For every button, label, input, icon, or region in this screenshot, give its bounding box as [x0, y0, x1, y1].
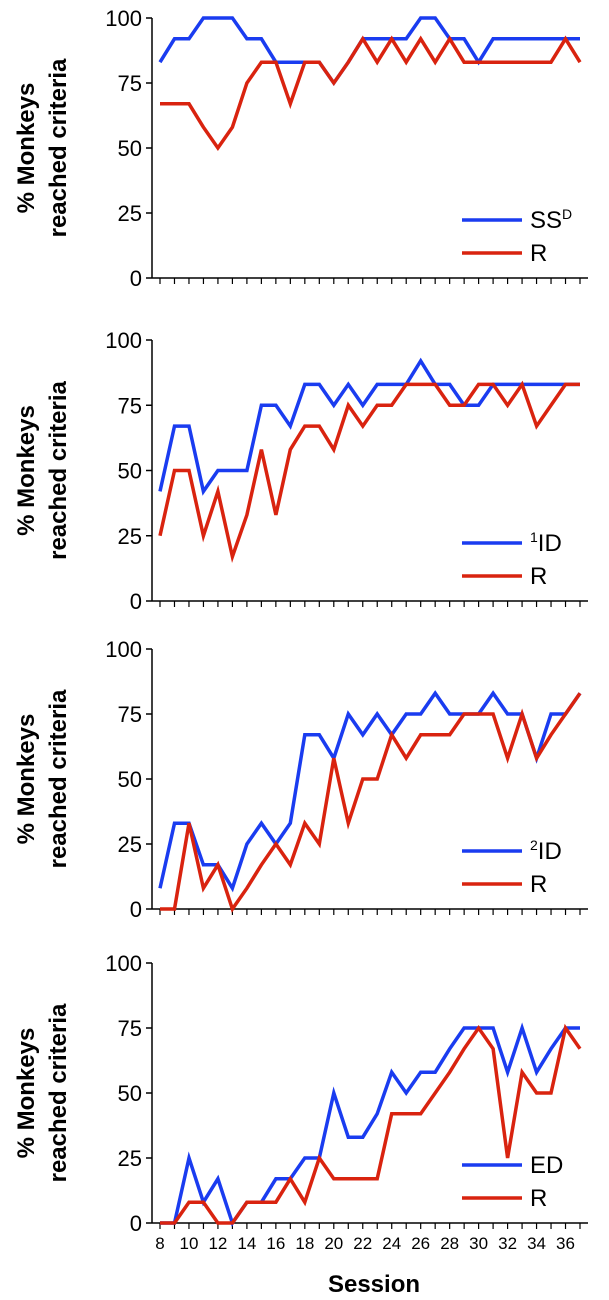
y-tick-label: 100: [105, 951, 142, 976]
legend-label-base: ID: [538, 530, 562, 557]
x-tick-label: 8: [155, 1234, 164, 1253]
legend-label-1: SSD: [530, 206, 572, 234]
x-tick-label: 10: [180, 1234, 199, 1253]
y-tick-label: 100: [105, 328, 142, 353]
y-tick-label: 25: [118, 524, 142, 549]
series-line-1: [158, 16, 580, 87]
y-axis-title-line2: reached criteria: [45, 380, 72, 559]
x-tick-label: 34: [527, 1234, 546, 1253]
y-axis-title-line1: % Monkeys: [13, 83, 40, 214]
legend-label-1: 1ID: [530, 529, 562, 557]
x-tick-label: 18: [295, 1234, 314, 1253]
y-axis-title-line2: reached criteria: [45, 1003, 72, 1182]
y-tick-label: 25: [118, 1146, 142, 1171]
legend-label-base: ID: [538, 838, 562, 865]
x-tick-label: 30: [469, 1234, 488, 1253]
x-tick-label: 20: [324, 1234, 343, 1253]
series-line-2: [160, 35, 582, 152]
y-tick-label: 0: [130, 1211, 142, 1236]
y-tick-label: 75: [118, 393, 142, 418]
x-tick-label: 22: [353, 1234, 372, 1253]
y-tick-label: 100: [105, 637, 142, 662]
series-line-1: [160, 1022, 580, 1227]
x-axis-title: Session: [328, 1271, 420, 1298]
legend-label-superscript: D: [562, 206, 572, 222]
y-axis-title-line1: % Monkeys: [13, 714, 40, 845]
y-tick-label: 75: [118, 702, 142, 727]
legend-label-2: R: [530, 563, 547, 590]
series-line-1: [158, 690, 582, 893]
x-tick-label: 24: [382, 1234, 401, 1253]
legend-label-prefix: 1: [530, 529, 538, 545]
y-tick-label: 50: [118, 136, 142, 161]
y-tick-label: 50: [118, 1081, 142, 1106]
series-line-2: [160, 692, 582, 913]
series-line-2: [160, 1023, 582, 1225]
legend-label-1: 2ID: [530, 837, 562, 865]
chart-panel-4: % Monkeys reached criteria 0 25 50 75 100 8 10 12…: [13, 951, 588, 1253]
y-tick-label: 0: [130, 589, 142, 614]
x-tick-label: 26: [411, 1234, 430, 1253]
y-axis-title-line1: % Monkeys: [13, 405, 40, 536]
chart-panel-2: % Monkeys reached criteria 0 25 50 75 100 1ID R: [13, 328, 588, 614]
legend-label-base: SS: [530, 207, 562, 234]
y-axis-title-line2: reached criteria: [45, 689, 72, 868]
y-tick-label: 75: [118, 71, 142, 96]
legend-label-2: R: [530, 871, 547, 898]
y-tick-label: 50: [118, 767, 142, 792]
legend-label-2: R: [530, 240, 547, 267]
series-line-2: [158, 380, 580, 563]
x-tick-label: 14: [237, 1234, 256, 1253]
legend-label-1: ED: [530, 1152, 563, 1179]
y-tick-label: 0: [130, 266, 142, 291]
x-tick-label: 28: [440, 1234, 459, 1253]
y-tick-label: 100: [105, 6, 142, 31]
chart-panel-3: % Monkeys reached criteria 0 25 50 75 100 2ID R: [13, 637, 588, 922]
y-axis-title-line1: % Monkeys: [13, 1028, 40, 1159]
x-tick-label: 36: [556, 1234, 575, 1253]
x-tick-label: 32: [498, 1234, 517, 1253]
y-tick-label: 0: [130, 897, 142, 922]
chart-panel-1: % Monkeys reached criteria 0 25 50 75 100 SSD R: [13, 6, 588, 291]
y-tick-label: 25: [118, 832, 142, 857]
y-tick-label: 75: [118, 1016, 142, 1041]
y-tick-label: 50: [118, 459, 142, 484]
y-tick-label: 25: [118, 201, 142, 226]
legend-label-prefix: 2: [530, 837, 538, 853]
x-tick-label: 16: [266, 1234, 285, 1253]
series-line-1: [158, 357, 580, 496]
legend-label-2: R: [530, 1185, 547, 1212]
x-tick-label: 12: [208, 1234, 227, 1253]
y-axis-title-line2: reached criteria: [45, 58, 72, 237]
